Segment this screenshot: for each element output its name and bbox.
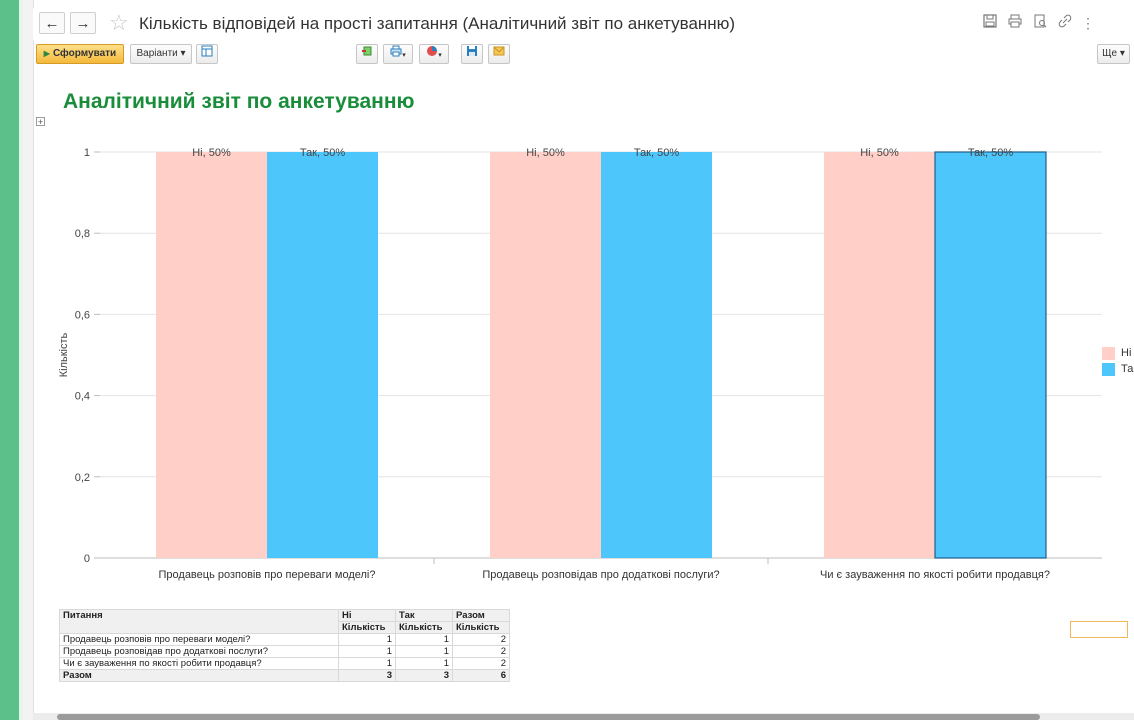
data-label: Так, 50%: [300, 147, 346, 159]
legend-label-no: Ні: [1121, 347, 1132, 359]
data-label: Ні, 50%: [860, 147, 899, 159]
selected-cell-indicator[interactable]: [1070, 621, 1128, 638]
row-no: 1: [338, 633, 396, 646]
send-email-button[interactable]: [488, 44, 510, 64]
total-no: 3: [338, 669, 396, 682]
y-tick-label: 0: [84, 553, 90, 565]
y-tick-label: 0,2: [75, 472, 90, 484]
summary-table: Питання Ні Так Разом Кількість Кількість…: [59, 609, 510, 682]
report-title: Аналітичний звіт по анкетуванню: [63, 90, 415, 113]
legend-item-yes: Так: [1102, 362, 1134, 376]
table-row[interactable]: Чи є зауваження по якості робити продавц…: [59, 657, 510, 670]
table-settings-icon: [201, 45, 213, 57]
y-tick-label: 1: [84, 147, 90, 159]
y-axis-label: Кількість: [58, 332, 70, 377]
row-question: Продавець розповідав про додаткові послу…: [59, 645, 339, 658]
window-title: Кількість відповідей на прості запитання…: [139, 14, 736, 33]
forward-arrow-icon: →: [75, 15, 91, 32]
total-label: Разом: [59, 669, 339, 682]
back-button[interactable]: ←: [39, 12, 65, 34]
forward-button[interactable]: →: [70, 12, 96, 34]
row-question: Продавець розповів про переваги моделі?: [59, 633, 339, 646]
bar-chart: 0 0,2 0,4 0,6 0,8 1 Кількість Ні, 50% Так, 50% Пр…: [58, 147, 1102, 581]
chart-type-button[interactable]: ▾: [419, 44, 449, 64]
data-label: Ні, 50%: [526, 147, 565, 159]
settings-button[interactable]: [196, 44, 218, 64]
generate-button[interactable]: ▶ Сформувати: [36, 44, 124, 64]
more-menu-icon[interactable]: ⋮: [1081, 15, 1095, 31]
y-tick-label: 0,6: [75, 309, 90, 321]
data-label: Так, 50%: [968, 147, 1014, 159]
back-arrow-icon: ←: [44, 15, 60, 32]
chart-icon: [427, 46, 438, 56]
horizontal-scrollbar-thumb[interactable]: [57, 714, 1040, 720]
legend-label-yes: Так: [1121, 363, 1134, 375]
header-yes: Так: [395, 609, 453, 622]
row-total: 2: [452, 645, 510, 658]
report-toolbar: ▶ Сформувати Варіанти ▾ ▾ ▾ Ще ▾: [33, 42, 1134, 68]
left-accent-edge: [19, 0, 23, 720]
legend-swatch-no: [1102, 346, 1115, 360]
envelope-icon: [493, 46, 505, 56]
subheader-total-count: Кількість: [452, 621, 510, 634]
more-button[interactable]: Ще ▾: [1097, 44, 1130, 64]
x-category-label: Продавець розповідав про додаткові послу…: [482, 569, 719, 581]
print-icon[interactable]: [1006, 14, 1024, 32]
play-icon: ▶: [43, 49, 50, 58]
printer-icon: [390, 45, 402, 57]
save-icon[interactable]: [981, 14, 999, 32]
row-yes: 1: [395, 657, 453, 670]
data-label: Ні, 50%: [192, 147, 231, 159]
bar-no: [490, 152, 601, 558]
table-total-row: Разом 3 3 6: [59, 669, 510, 682]
data-label: Так, 50%: [634, 147, 680, 159]
link-icon[interactable]: [1056, 14, 1074, 32]
legend-item-no: Ні: [1102, 346, 1134, 360]
row-total: 2: [452, 657, 510, 670]
save-report-button[interactable]: [461, 44, 483, 64]
row-yes: 1: [395, 645, 453, 658]
y-tick-label: 0,8: [75, 228, 90, 240]
row-question: Чи є зауваження по якості робити продавц…: [59, 657, 339, 670]
grouping-panel: [23, 0, 34, 720]
window-titlebar: ← → ☆ Кількість відповідей на прості зап…: [33, 8, 1134, 40]
bar-yes: [267, 152, 378, 558]
table-subheader-row: Кількість Кількість Кількість: [60, 621, 510, 634]
y-tick-label: 0,4: [75, 391, 90, 403]
row-total: 2: [452, 633, 510, 646]
variants-button[interactable]: Варіанти ▾: [130, 44, 192, 64]
table-row[interactable]: Продавець розповів про переваги моделі? …: [59, 633, 510, 646]
row-yes: 1: [395, 633, 453, 646]
header-question: Питання: [59, 609, 339, 634]
floppy-icon: [467, 46, 477, 56]
header-no: Ні: [338, 609, 396, 622]
header-total: Разом: [452, 609, 510, 622]
print-menu-button[interactable]: ▾: [383, 44, 413, 64]
chart-legend: Ні Так: [1102, 346, 1134, 378]
row-no: 1: [338, 645, 396, 658]
favorite-star-icon[interactable]: ☆: [109, 10, 129, 35]
bar-yes: [934, 151, 1047, 559]
expand-group-icon[interactable]: +: [36, 117, 45, 127]
bar-no: [156, 152, 267, 558]
table-row[interactable]: Продавець розповідав про додаткові послу…: [59, 645, 510, 658]
preview-icon[interactable]: [1031, 14, 1049, 32]
left-accent-strip: [0, 0, 19, 720]
row-no: 1: [338, 657, 396, 670]
subheader-no-count: Кількість: [338, 621, 396, 634]
bar-yes: [601, 152, 712, 558]
total-sum: 6: [452, 669, 510, 682]
bar-no: [824, 152, 935, 558]
subheader-yes-count: Кількість: [395, 621, 453, 634]
legend-swatch-yes: [1102, 362, 1115, 376]
total-yes: 3: [395, 669, 453, 682]
x-category-label: Продавець розповів про переваги моделі?: [159, 569, 376, 581]
export-icon: [362, 46, 372, 56]
export-button[interactable]: [356, 44, 378, 64]
x-category-label: Чи є зауваження по якості робити продавц…: [820, 569, 1050, 581]
table-header-row: Питання Ні Так Разом: [59, 609, 510, 634]
